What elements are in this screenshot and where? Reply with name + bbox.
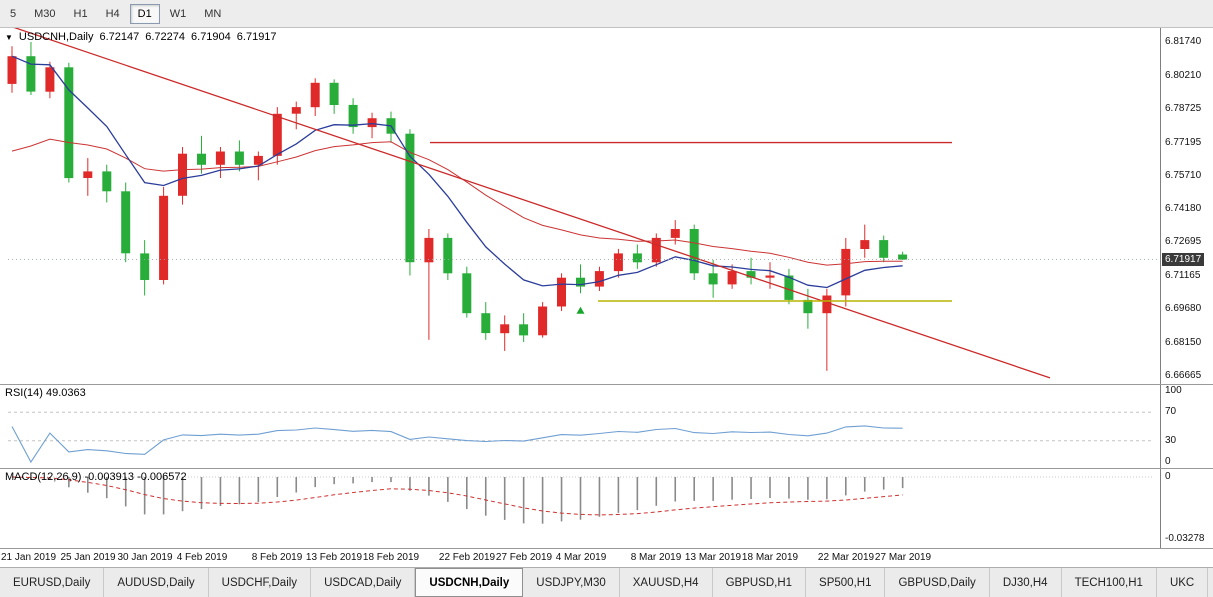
panel-splitter[interactable] xyxy=(0,384,1213,385)
rsi-panel[interactable]: RSI(14) 49.0363 xyxy=(0,385,1160,468)
macd-chart[interactable] xyxy=(0,469,1160,548)
date-tick: 4 Mar 2019 xyxy=(555,552,607,563)
symbol-timeframe-label: USDCNH,Daily xyxy=(18,31,94,43)
price-tick: 6.71165 xyxy=(1165,270,1201,281)
price-tick: 6.80210 xyxy=(1165,70,1202,81)
date-tick: 27 Mar 2019 xyxy=(874,552,932,563)
chart-tab-tech100-h1[interactable]: TECH100,H1 xyxy=(1062,568,1157,597)
chart-tab-usdcad-daily[interactable]: USDCAD,Daily xyxy=(311,568,416,597)
price-tick: 6.74180 xyxy=(1165,203,1202,214)
chart-tab-xauusd-h4[interactable]: XAUUSD,H4 xyxy=(620,568,713,597)
rsi-chart[interactable] xyxy=(0,385,1160,468)
date-tick: 27 Feb 2019 xyxy=(495,552,553,563)
date-tick: 25 Jan 2019 xyxy=(60,552,116,563)
quote-bar: ▼ USDCNH,Daily 6.72147 6.72274 6.71904 6… xyxy=(5,31,277,43)
chart-tab-usdcnh-daily[interactable]: USDCNH,Daily xyxy=(415,568,524,597)
rsi-line xyxy=(11,425,903,464)
timeframe-m30-button[interactable]: M30 xyxy=(34,7,56,20)
quote-close: 6.71917 xyxy=(236,31,277,43)
chart-tab-audusd-daily[interactable]: AUDUSD,Daily xyxy=(104,568,209,597)
rsi-scale-tick: 70 xyxy=(1165,406,1177,417)
timeframe-d1-button[interactable]: D1 xyxy=(129,3,160,24)
date-tick: 22 Mar 2019 xyxy=(817,552,875,563)
rsi-scale-tick: 0 xyxy=(1165,456,1171,467)
macd-histogram xyxy=(30,477,904,524)
macd-scale-tick: 0 xyxy=(1165,471,1171,482)
chart-tab-usdjpy-m30[interactable]: USDJPY,M30 xyxy=(523,568,620,597)
date-tick: 22 Feb 2019 xyxy=(438,552,496,563)
timeframe-mn-button[interactable]: MN xyxy=(204,7,222,20)
macd-scale-tick: -0.03278 xyxy=(1165,533,1205,544)
chart-tabs-bar: EURUSD,Daily AUDUSD,Daily USDCHF,Daily USDC… xyxy=(0,567,1213,597)
rsi-scale-tick: 100 xyxy=(1165,385,1182,396)
price-tick: 6.69680 xyxy=(1165,303,1202,314)
price-tick: 6.78725 xyxy=(1165,103,1202,114)
current-price-badge: 6.71917 xyxy=(1162,253,1205,266)
quote-high: 6.72274 xyxy=(145,31,186,43)
timeframe-5-button[interactable]: 5 xyxy=(10,7,17,20)
chart-tab-gbpusd-h1[interactable]: GBPUSD,H1 xyxy=(713,568,807,597)
date-tick: 18 Mar 2019 xyxy=(741,552,799,563)
timeframe-h1-button[interactable]: H1 xyxy=(73,7,88,20)
chart-tab-ukc[interactable]: UKC xyxy=(1157,568,1209,597)
chart-tab-eurusd-daily[interactable]: EURUSD,Daily xyxy=(0,568,105,597)
timeframe-h4-button[interactable]: H4 xyxy=(105,7,120,20)
chart-tab-dj30-h4[interactable]: DJ30,H4 xyxy=(990,568,1062,597)
rsi-label: RSI(14) 49.0363 xyxy=(5,387,86,399)
timeframe-w1-button[interactable]: W1 xyxy=(169,7,187,20)
ma-fast-line xyxy=(11,55,903,289)
candles xyxy=(7,42,908,371)
chart-tab-usdchf-daily[interactable]: USDCHF,Daily xyxy=(209,568,312,597)
date-tick: 13 Mar 2019 xyxy=(684,552,742,563)
quote-open: 6.72147 xyxy=(99,31,140,43)
date-tick: 30 Jan 2019 xyxy=(117,552,173,563)
time-axis[interactable]: 21 Jan 2019 25 Jan 2019 30 Jan 2019 4 Feb 2… xyxy=(0,549,1213,567)
date-tick: 13 Feb 2019 xyxy=(305,552,363,563)
rsi-scale-tick: 30 xyxy=(1165,435,1177,446)
price-tick: 6.77195 xyxy=(1165,137,1202,148)
panel-splitter[interactable] xyxy=(0,548,1213,549)
ma-slow-line xyxy=(11,138,903,266)
price-tick: 6.66665 xyxy=(1165,370,1202,381)
arrow-marker[interactable] xyxy=(576,306,585,314)
macd-label: MACD(12,26,9) -0.003913 -0.006572 xyxy=(5,471,187,483)
candlestick-chart[interactable] xyxy=(0,28,1160,384)
macd-signal-line xyxy=(11,476,903,516)
chart-tab-sp500-h1[interactable]: SP500,H1 xyxy=(806,568,886,597)
price-tick: 6.68150 xyxy=(1165,337,1202,348)
panel-splitter[interactable] xyxy=(0,468,1213,469)
chart-workspace: ▼ USDCNH,Daily 6.72147 6.72274 6.71904 6… xyxy=(0,28,1213,567)
main-chart-panel[interactable]: ▼ USDCNH,Daily 6.72147 6.72274 6.71904 6… xyxy=(0,28,1160,384)
symbol-dropdown-icon[interactable]: ▼ xyxy=(5,32,13,42)
timeframe-toolbar: 5 M30 H1 H4 D1 W1 MN xyxy=(0,0,1213,28)
macd-panel[interactable]: MACD(12,26,9) -0.003913 -0.006572 xyxy=(0,469,1160,548)
chart-tab-gbpusd-daily[interactable]: GBPUSD,Daily xyxy=(885,568,990,597)
date-tick: 18 Feb 2019 xyxy=(362,552,420,563)
date-tick: 8 Feb 2019 xyxy=(251,552,303,563)
price-tick: 6.75710 xyxy=(1165,170,1202,181)
date-tick: 21 Jan 2019 xyxy=(1,552,57,563)
date-tick: 4 Feb 2019 xyxy=(176,552,228,563)
price-scale[interactable]: 6.81740 6.80210 6.78725 6.77195 6.75710 6.741… xyxy=(1160,28,1213,548)
date-tick: 8 Mar 2019 xyxy=(630,552,682,563)
price-tick: 6.72695 xyxy=(1165,236,1202,247)
quote-low: 6.71904 xyxy=(191,31,231,43)
price-tick: 6.81740 xyxy=(1165,36,1202,47)
descending-trendline[interactable] xyxy=(0,28,1051,379)
